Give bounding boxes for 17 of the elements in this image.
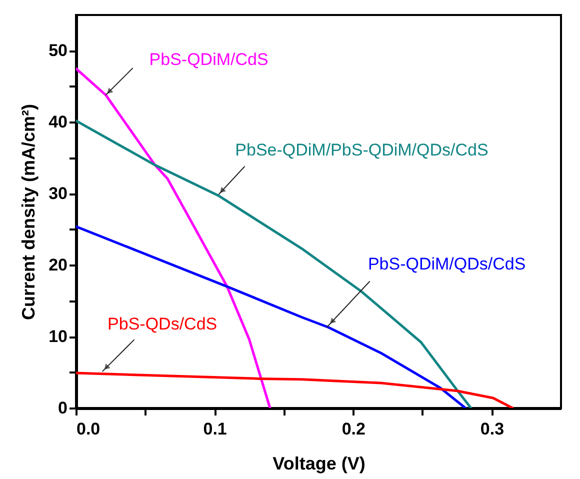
y-tick-label: 30 <box>48 184 68 204</box>
x-tick-label: 0.0 <box>76 420 100 438</box>
y-tick-label: 40 <box>48 112 68 132</box>
x-axis-title: Voltage (V) <box>272 454 366 474</box>
y-axis-title: Current density (mA/cm²) <box>18 104 39 320</box>
annotation: PbS-QDiM/QDs/CdS <box>368 254 526 274</box>
line-series <box>76 372 514 408</box>
y-tick-label: 10 <box>48 327 68 346</box>
x-tick-label: 0.3 <box>480 420 504 438</box>
y-tick-label: 50 <box>48 41 68 60</box>
y-tick-label: 0 <box>58 398 68 418</box>
annotation: PbS-QDiM/CdS <box>149 50 268 70</box>
x-tick-label: 0.1 <box>203 420 227 438</box>
y-tick-label: 20 <box>48 256 68 275</box>
annotation: PbSe-QDiM/PbS-QDiM/QDs/CdS <box>235 140 488 160</box>
annotation: PbS-QDs/CdS <box>108 314 218 334</box>
x-tick-label: 0.2 <box>342 420 366 438</box>
